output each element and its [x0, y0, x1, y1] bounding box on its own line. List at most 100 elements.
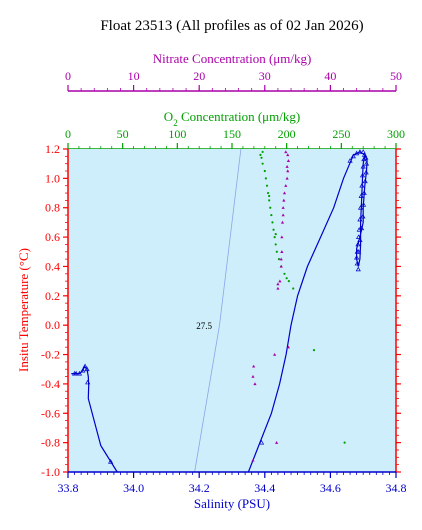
chart-title: Float 23513 (All profiles as of 02 Jan 2… [100, 18, 363, 34]
salinity-point [354, 254, 360, 260]
nitrate-point [275, 441, 279, 444]
salinity-point [360, 149, 366, 154]
salinity-point [360, 213, 366, 219]
oxygen-axis-title: O2 Concentration (μm/kg) [164, 109, 300, 128]
oxygen-point [265, 184, 269, 187]
salinity-point [350, 153, 356, 159]
oxygen-point [268, 199, 271, 202]
salinity-series [71, 149, 370, 473]
y-tick-label: -0.2 [41, 348, 60, 362]
nitrate-point [251, 458, 255, 462]
nitrate-point [279, 264, 283, 268]
nitrate-point [276, 286, 280, 290]
oxygen-point [272, 228, 275, 231]
oxygen-point [268, 194, 271, 198]
nitrate-point [280, 250, 284, 253]
salinity-profile-line [247, 151, 368, 473]
oxygen-point [260, 156, 263, 159]
nitrate-tick-label: 10 [128, 69, 140, 83]
nitrate-axis-title: Nitrate Concentration (μm/kg) [153, 51, 312, 66]
y-tick-label: 0.0 [45, 318, 60, 332]
salinity-point [363, 155, 369, 160]
nitrate-tick-label: 50 [390, 69, 402, 83]
salinity-point [363, 169, 369, 175]
salinity-profile-line [71, 365, 118, 473]
oxygen-point [273, 235, 276, 239]
nitrate-point [278, 279, 282, 283]
oxygen-tick-label: 250 [332, 127, 350, 141]
salinity-point [84, 366, 90, 372]
nitrate-series [251, 150, 291, 462]
nitrate-point [282, 191, 287, 195]
salinity-point [357, 216, 363, 222]
nitrate-tick-label: 40 [324, 69, 336, 83]
nitrate-point [282, 198, 286, 202]
density-contour-label: 27.5 [196, 321, 212, 331]
salinity-point [357, 205, 364, 210]
nitrate-point [251, 374, 255, 378]
nitrate-point [281, 206, 285, 209]
nitrate-axis: 0 10 20 30 40 50 [65, 69, 402, 92]
density-contour: 27.5 [194, 148, 242, 473]
oxygen-point [261, 162, 264, 165]
x-tick-label: 34.2 [189, 481, 210, 495]
salinity-point [73, 370, 79, 376]
salinity-point [363, 160, 370, 166]
oxygen-point [275, 250, 278, 253]
y-tick-label: 0.4 [45, 259, 60, 273]
y-tick-label: 1.0 [45, 171, 60, 185]
x-tick-label: 34.0 [123, 481, 144, 495]
y-tick-label: 0.8 [45, 201, 60, 215]
oxygen-axis: 0 50 100 150 200 250 300 [65, 127, 405, 150]
salinity-point [357, 237, 363, 242]
oxygen-point [270, 213, 273, 217]
oxygen-point [264, 177, 267, 180]
salinity-point [258, 439, 265, 445]
oxygen-point [343, 441, 346, 444]
oxygen-point [292, 287, 295, 290]
density-contour-line [194, 148, 242, 473]
salinity-axis: 33.8 34.0 34.2 34.4 34.6 34.8 [58, 472, 407, 495]
nitrate-point [252, 364, 256, 368]
oxygen-point [285, 277, 288, 280]
salinity-point [356, 234, 362, 239]
oxygen-point [283, 272, 286, 275]
nitrate-point [276, 282, 280, 286]
oxygen-point [259, 153, 262, 156]
oxygen-tick-label: 200 [278, 127, 296, 141]
nitrate-point [285, 165, 289, 168]
salinity-point [360, 202, 367, 207]
salinity-point [362, 178, 368, 184]
nitrate-point [280, 235, 284, 239]
x-tick-label: 33.8 [58, 481, 79, 495]
nitrate-tick-label: 0 [65, 69, 71, 83]
nitrate-point [253, 382, 257, 386]
salinity-point [355, 241, 361, 247]
nitrate-point [286, 169, 290, 173]
x-tick-label: 34.6 [320, 481, 341, 495]
salinity-point [356, 249, 362, 254]
oxygen-point [261, 150, 264, 154]
salinity-point [355, 266, 361, 272]
salinity-point [108, 459, 114, 464]
plot-area [68, 149, 396, 472]
salinity-point [354, 260, 360, 266]
x-tick-label: 34.8 [386, 481, 407, 495]
oxygen-tick-label: 300 [387, 127, 405, 141]
oxygen-point [312, 349, 316, 352]
oxygen-point [266, 191, 270, 195]
oxygen-point [287, 280, 290, 283]
nitrate-point [286, 159, 291, 162]
temperature-axis: -1.0 -0.8 -0.6 -0.4 -0.2 0.0 0.2 0.4 0.6 0.8 1.0 1.… [41, 142, 401, 479]
nitrate-point [284, 184, 288, 187]
nitrate-tick-label: 20 [193, 69, 205, 83]
salinity-point [80, 367, 86, 373]
oxygen-point [277, 258, 281, 261]
nitrate-point [281, 213, 285, 217]
oxygen-point [271, 221, 274, 224]
oxygen-tick-label: 150 [223, 127, 241, 141]
oxygen-tick-label: 0 [65, 127, 71, 141]
y-tick-label: 1.2 [45, 142, 60, 156]
y-tick-label: 0.6 [45, 230, 60, 244]
nitrate-point [285, 176, 289, 180]
